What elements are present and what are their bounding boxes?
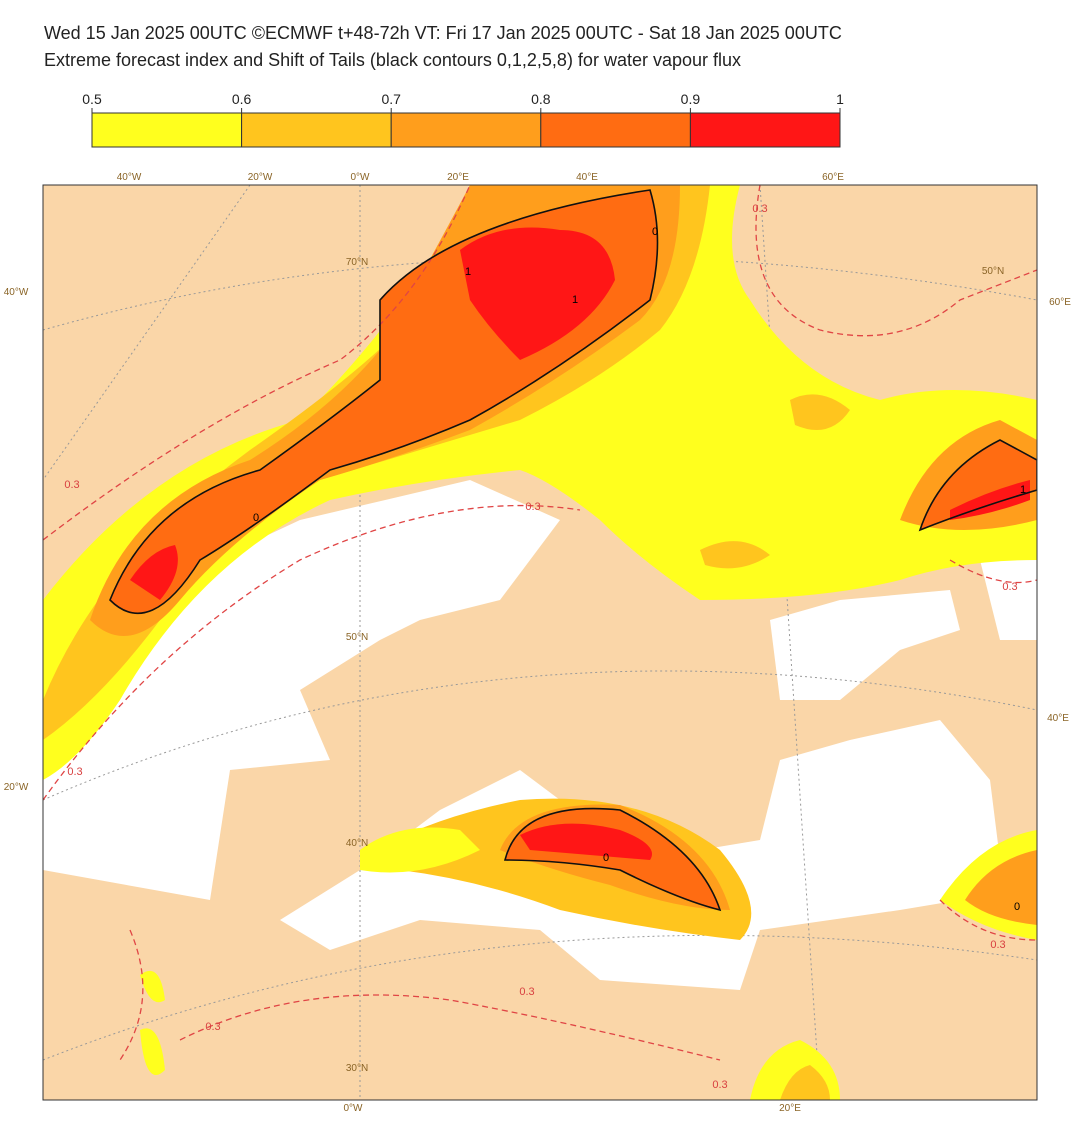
sot-contour-03 (43, 185, 1037, 1061)
contour-label: 0 (253, 512, 259, 524)
efi-area (700, 541, 770, 569)
graticule-label: 40°N (346, 838, 368, 849)
contour-label: 1 (572, 294, 578, 306)
efi-area (140, 1028, 165, 1075)
graticule-label: 20°W (4, 782, 29, 793)
graticule-label: 40°W (4, 287, 29, 298)
graticule-label: 60°E (822, 172, 844, 183)
sot-contour-0 (109, 189, 1037, 912)
map-frame (42, 184, 1038, 1101)
colorbar-label: 0.6 (232, 91, 252, 107)
colorbar-label: 0.7 (381, 91, 401, 107)
colorbar-segment (91, 112, 243, 148)
colorbar-label: 0.5 (82, 91, 102, 107)
contour-label: 0.3 (752, 203, 767, 215)
graticule-label: 40°E (576, 172, 598, 183)
graticule-label: 20°E (447, 172, 469, 183)
contour-label: 0 (652, 226, 658, 238)
colorbar-label: 1 (836, 91, 844, 107)
contour-label: 0.3 (64, 479, 79, 491)
efi-area (920, 440, 1037, 530)
graticule-label: 50°N (346, 632, 368, 643)
contour-label: 1 (465, 266, 471, 278)
contour-label: 0.3 (205, 1021, 220, 1033)
graticule-label: 20°W (248, 172, 273, 183)
contour-label: 0.3 (67, 766, 82, 778)
contour-label: 0 (603, 852, 609, 864)
header-line: Extreme forecast index and Shift of Tail… (44, 50, 741, 70)
efi-area (780, 1065, 830, 1100)
graticule-label: 40°W (117, 172, 142, 183)
colorbar-segment (241, 112, 392, 148)
graticule-label: 20°E (779, 1103, 801, 1114)
efi-area (965, 850, 1037, 925)
graticule-label: 70°N (346, 257, 368, 268)
header-line: Wed 15 Jan 2025 00UTC ©ECMWF t+48-72h VT… (44, 23, 842, 43)
efi-area (460, 227, 615, 360)
graticule-label: 40°E (1047, 713, 1069, 724)
graticule-label: 30°N (346, 1063, 368, 1074)
labels: 70°N 50°N 50°N 40°N 30°N 0.3 0.3 0.3 0.3 0.3 0.3 0.… (64, 203, 1026, 1091)
contour-label: 0 (1014, 901, 1020, 913)
efi-area (520, 823, 652, 860)
colorbar-label: 0.8 (531, 91, 551, 107)
graticule-label: 0°W (344, 1103, 364, 1114)
efi-field (43, 185, 1037, 1100)
efi-area (790, 394, 850, 430)
contour-label: 0.3 (519, 986, 534, 998)
efi-area (130, 545, 178, 600)
graticule (43, 185, 1037, 1100)
contour-label: 0.3 (1002, 581, 1017, 593)
graticule-label: 60°E (1049, 297, 1071, 308)
map: 70°N 50°N 50°N 40°N 30°N 0.3 0.3 0.3 0.3 0.3 0.3 0.… (43, 185, 1037, 1100)
colorbar-label: 0.9 (681, 91, 701, 107)
contour-label: 1 (1020, 484, 1026, 496)
graticule-label: 0°W (351, 172, 371, 183)
colorbar-segment (689, 112, 841, 148)
efi-area (950, 480, 1030, 520)
contour-label: 0.3 (990, 939, 1005, 951)
colorbar: 0.5 0.6 0.7 0.8 0.9 1 (82, 91, 844, 148)
efi-area (360, 827, 480, 873)
colorbar-segment (540, 112, 691, 148)
efi-area (140, 970, 165, 1003)
colorbar-segment (390, 112, 542, 148)
contour-label: 0.3 (712, 1079, 727, 1091)
outer-labels: 40°W 20°W 0°W 20°E 40°E 60°E 40°W 20°W 60°E 40°E 0… (4, 172, 1072, 1114)
graticule-label: 50°N (982, 266, 1004, 277)
contour-label: 0.3 (525, 501, 540, 513)
